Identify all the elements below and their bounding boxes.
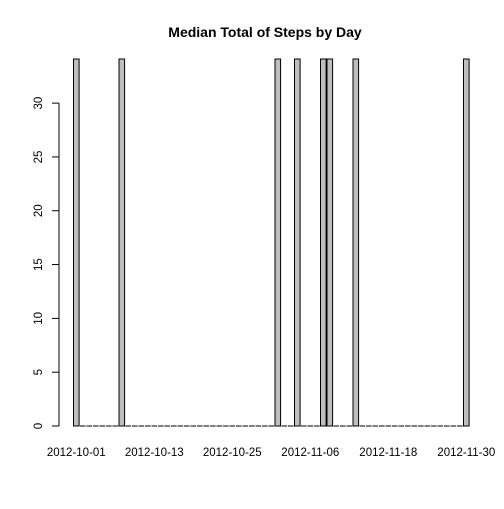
bar	[274, 58, 282, 427]
x-tick-label: 2012-10-25	[203, 447, 262, 459]
chart-title: Median Total of Steps by Day	[168, 24, 362, 40]
bar	[118, 58, 126, 427]
y-tick-label: 25	[33, 151, 45, 164]
y-tick-label: 0	[33, 423, 45, 429]
x-tick-label: 2012-11-18	[359, 447, 417, 459]
y-axis: 0 5 10 15 20 25 30	[33, 97, 60, 429]
y-tick-label: 30	[33, 97, 45, 110]
bar	[320, 58, 327, 427]
y-tick-label: 20	[33, 204, 45, 217]
x-tick-label: 2012-11-30	[437, 447, 495, 459]
x-tick-label: 2012-10-01	[47, 447, 106, 459]
bar	[463, 58, 470, 427]
y-tick-label: 15	[33, 258, 45, 271]
x-tick-label: 2012-11-06	[281, 447, 339, 459]
bar	[326, 58, 334, 427]
bar	[352, 58, 360, 427]
bars-group	[73, 58, 470, 427]
x-tick-label: 2012-10-13	[125, 447, 184, 459]
y-tick-label: 5	[33, 369, 45, 375]
bar	[294, 58, 301, 427]
y-tick-label: 10	[33, 312, 45, 325]
bar	[73, 58, 80, 427]
x-tick-labels: 2012-10-01 2012-10-13 2012-10-25 2012-11-06…	[47, 447, 495, 459]
